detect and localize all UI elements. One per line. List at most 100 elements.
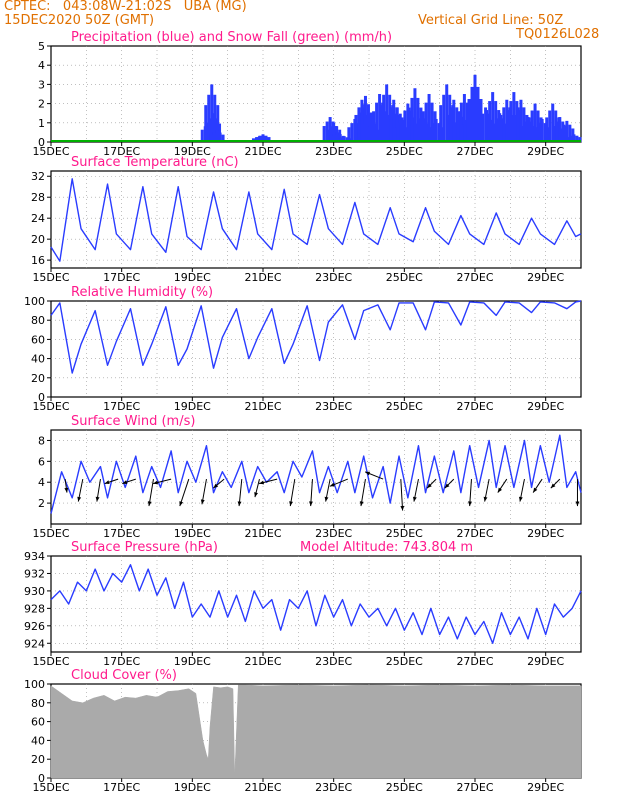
precip-bar: [519, 99, 523, 142]
precip-bar: [540, 118, 544, 142]
y-tick-label: 6: [38, 455, 45, 468]
precip-bar: [463, 119, 467, 142]
precip-bar: [481, 113, 485, 142]
panel-frame-rh: [50, 300, 582, 398]
x-tick-label: 15DEC: [32, 527, 69, 540]
precip-bar: [335, 132, 339, 142]
precip-bar: [442, 94, 446, 142]
wind-vector-head: [497, 487, 502, 493]
precip-bar: [572, 134, 576, 142]
precip-bar: [530, 110, 534, 142]
precip-bar: [430, 102, 434, 142]
header-grid-note: Vertical Grid Line: 50Z: [418, 13, 564, 28]
precip-bar: [389, 119, 393, 142]
precip-bar: [462, 94, 466, 142]
precip-bar: [502, 107, 506, 142]
wind-vector: [400, 479, 404, 511]
precip-bar: [446, 114, 450, 142]
y-tick-label: 928: [24, 602, 45, 615]
y-tick-label: 24: [31, 212, 45, 225]
precip-bar: [555, 121, 559, 142]
precip-bar: [347, 127, 351, 142]
precip-bar: [361, 123, 365, 142]
precip-bar: [258, 135, 262, 142]
precip-bar: [382, 94, 386, 142]
wind-vector-head: [95, 496, 100, 502]
x-tick-label: 15DEC: [32, 400, 69, 413]
y-tick-label: 932: [24, 567, 45, 580]
x-tick-label: 23DEC: [315, 781, 352, 794]
x-tick-label: 19DEC: [174, 527, 211, 540]
x-tick-label: 23DEC: [315, 271, 352, 284]
x-tick-label: 21DEC: [244, 781, 281, 794]
precip-bar: [434, 118, 438, 142]
precip-bar: [209, 118, 213, 142]
y-tick-label: 0: [38, 772, 45, 785]
pressure-series-line: [50, 564, 582, 644]
x-tick-label: 27DEC: [456, 145, 493, 158]
x-tick-label: 15DEC: [32, 781, 69, 794]
wind-vector-head: [200, 499, 205, 505]
precip-bar: [565, 120, 569, 142]
temp-series-line: [50, 178, 582, 262]
x-tick-label: 17DEC: [103, 527, 140, 540]
wind-vector-head: [518, 496, 523, 502]
precip-bar: [439, 105, 443, 142]
precip-bar: [543, 123, 547, 142]
y-tick-label: 924: [24, 637, 45, 650]
wind-vector-head: [147, 501, 152, 507]
precip-bar: [386, 114, 390, 142]
y-tick-label: 930: [24, 585, 45, 598]
wind-vector-head: [77, 496, 82, 502]
x-tick-label: 19DEC: [174, 271, 211, 284]
precip-bar: [368, 126, 372, 142]
precip-bar: [488, 101, 492, 142]
y-tick-label: 60: [31, 333, 45, 346]
precip-bar: [385, 84, 389, 142]
x-tick-label: 21DEC: [244, 400, 281, 413]
y-tick-label: 16: [31, 254, 45, 267]
precip-bar: [400, 117, 404, 142]
precip-bar: [548, 110, 552, 142]
precip-bar: [255, 137, 259, 142]
precip-bar: [342, 136, 346, 142]
precip-bar: [562, 124, 566, 142]
precip-bar: [360, 104, 364, 142]
x-tick-label: 23DEC: [315, 400, 352, 413]
precip-bar: [212, 113, 216, 142]
wind-series-line: [50, 434, 582, 514]
rh-series-line: [50, 300, 582, 374]
wind-vector-head: [254, 492, 258, 498]
y-tick-label: 80: [31, 314, 45, 327]
x-tick-label: 21DEC: [244, 271, 281, 284]
x-tick-label: 23DEC: [315, 655, 352, 668]
wind-vector-head: [575, 501, 580, 507]
precip-bar: [449, 107, 453, 142]
y-tick-label: 3: [38, 78, 45, 91]
header-location: CPTEC: 043:08W-21:02S UBA (MG): [4, 0, 247, 14]
precip-bar: [428, 127, 432, 142]
x-tick-label: 21DEC: [244, 655, 281, 668]
x-tick-label: 29DEC: [527, 400, 564, 413]
panel-frame-temp: [50, 170, 582, 269]
x-tick-label: 29DEC: [527, 271, 564, 284]
precip-bar: [345, 137, 349, 142]
x-tick-label: 27DEC: [456, 400, 493, 413]
precip-bar: [372, 111, 376, 142]
panel-title-temp: Surface Temperature (nC): [71, 155, 239, 170]
wind-vector-head: [444, 483, 450, 489]
y-tick-label: 926: [24, 620, 45, 633]
x-tick-label: 17DEC: [103, 145, 140, 158]
precip-bar: [417, 118, 421, 142]
precip-bar: [523, 121, 527, 142]
precip-bar: [204, 105, 208, 142]
wind-vector-head: [259, 480, 265, 485]
wind-vector-head: [179, 501, 184, 507]
precip-bar: [375, 102, 379, 142]
panel-subtitle-pressure: Model Altitude: 743.804 m: [300, 540, 473, 555]
x-tick-label: 15DEC: [32, 655, 69, 668]
precip-bar: [513, 114, 517, 142]
wind-vector-head: [400, 505, 405, 511]
wind-vector-head: [550, 483, 556, 489]
